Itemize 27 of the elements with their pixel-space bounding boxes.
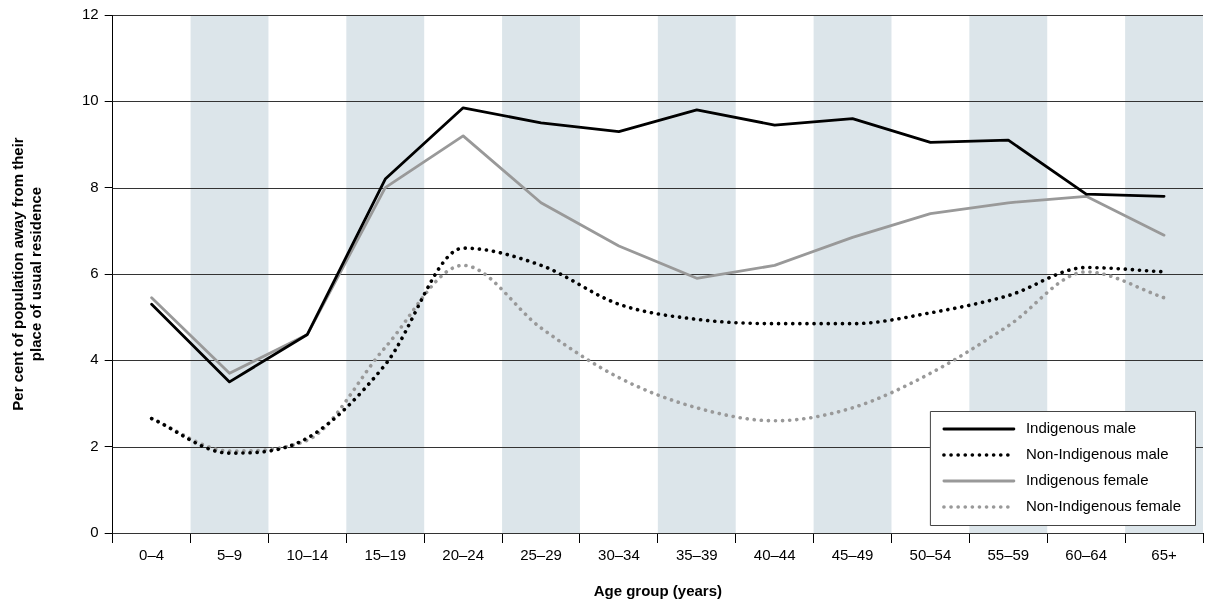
y-axis-title: Per cent of population away from their place of usual residence bbox=[9, 137, 45, 411]
legend-label: Indigenous female bbox=[1025, 471, 1149, 489]
x-tick-label: 50–54 bbox=[909, 546, 952, 564]
y-tick-label: 2 bbox=[90, 436, 99, 454]
x-axis-title: Age group (years) bbox=[593, 582, 723, 600]
x-tick-label: 25–29 bbox=[520, 546, 562, 564]
legend-label: Non-Indigenous female bbox=[1025, 497, 1182, 515]
x-tick-label: 10–14 bbox=[286, 546, 329, 564]
x-tick-label: 40–44 bbox=[753, 546, 796, 564]
legend-label: Indigenous male bbox=[1025, 419, 1136, 437]
x-tick-label: 35–39 bbox=[675, 546, 718, 564]
x-tick-label: 65+ bbox=[1151, 546, 1178, 564]
y-tick-label: 8 bbox=[90, 177, 99, 195]
y-tick-label: 6 bbox=[90, 264, 99, 282]
y-tick-label: 12 bbox=[82, 5, 99, 23]
x-tick-label: 15–19 bbox=[364, 546, 407, 564]
x-tick-label: 20–24 bbox=[442, 546, 484, 564]
x-tick-label: 45–49 bbox=[831, 546, 874, 564]
y-tick-label: 0 bbox=[90, 523, 99, 541]
x-tick-label: 0–4 bbox=[139, 546, 165, 564]
y-tick-label: 10 bbox=[82, 91, 99, 109]
x-tick-label: 60–64 bbox=[1065, 546, 1108, 564]
x-tick-label: 30–34 bbox=[598, 546, 640, 564]
x-tick-label: 5–9 bbox=[216, 546, 243, 564]
legend-label: Non-Indigenous male bbox=[1025, 445, 1169, 463]
x-tick-label: 55–59 bbox=[987, 546, 1030, 564]
y-tick-label: 4 bbox=[90, 350, 99, 368]
